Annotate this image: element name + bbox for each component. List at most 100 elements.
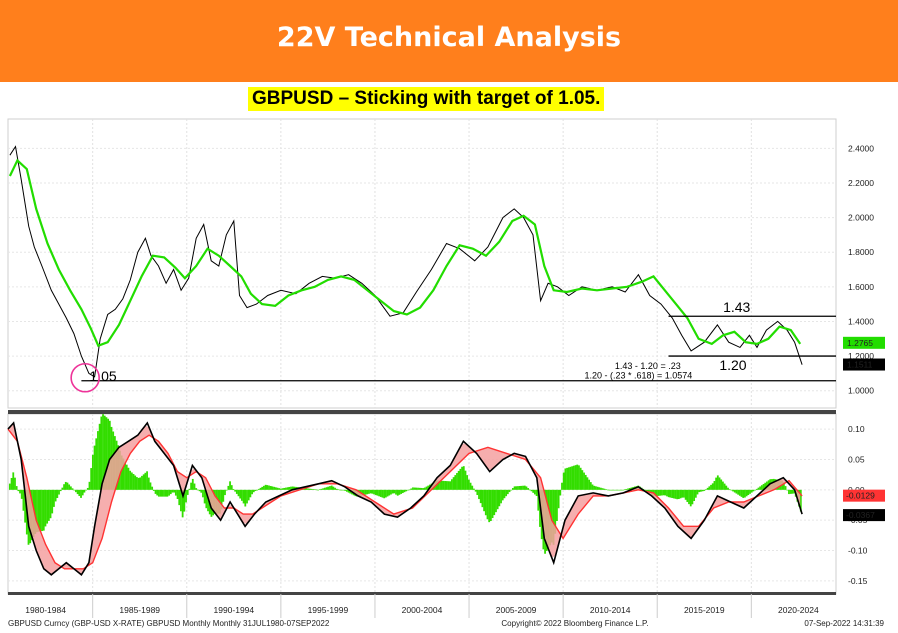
histogram-bar [486,489,489,520]
histogram-bar [596,486,599,490]
histogram-bar [591,484,594,490]
last-value-tag [843,358,885,371]
histogram-bar [686,489,689,502]
histogram-bar [488,489,491,523]
histogram-bar [195,488,198,490]
histogram-bar [420,487,423,490]
last-value-label: 1.1511 [847,360,873,370]
histogram-bar [759,486,762,490]
histogram-bar [506,489,509,495]
histogram-bar [620,489,623,491]
histogram-bar [337,489,340,491]
last-value-tag [843,489,885,502]
histogram-bar [413,487,416,490]
histogram-bar [323,487,326,490]
panel-separator [8,410,836,414]
histogram-bar [688,489,690,505]
histogram-bar [161,489,164,497]
histogram-bar [508,489,511,493]
histogram-bar [417,487,419,490]
oscillator-tick-label: -0.10 [848,546,868,556]
x-tick-label: 2020-2024 [778,605,819,615]
histogram-bar [344,489,347,491]
histogram-bar [503,489,506,499]
histogram-bar [247,489,250,501]
moving-average-line [8,158,802,348]
histogram-bar [484,489,487,516]
histogram-bar [589,482,592,490]
histogram-bar [708,486,711,490]
histogram-bar [327,486,330,490]
histogram-bar [713,481,716,490]
histogram-bar [97,431,99,490]
histogram-bar [744,489,746,498]
histogram-bar [784,486,787,490]
histogram-bar [88,481,91,490]
histogram-bar [400,489,403,494]
histogram-bar [256,489,259,491]
histogram-bar [229,481,231,490]
histogram-bar [281,488,284,490]
x-tick-label: 2000-2004 [402,605,443,615]
histogram-bar [325,487,328,490]
histogram-bar [674,489,677,499]
histogram-bar [83,489,86,493]
histogram-bar [628,488,631,490]
histogram-bar [684,489,687,500]
histogram-bar [139,477,142,490]
histogram-bar [720,479,723,490]
histogram-bar [566,467,568,490]
histogram-bar [518,486,521,490]
histogram-bar [103,415,106,490]
histogram-bar [677,489,680,500]
histogram-bar [322,488,325,490]
histogram-bar [723,483,726,490]
histogram-bar [495,489,497,513]
histogram-bar [149,482,152,490]
histogram-bar [318,489,321,490]
histogram-bar [454,475,457,490]
x-tick-label: 2005-2009 [496,605,537,615]
histogram-bar [261,486,264,490]
histogram-bar [405,489,408,492]
histogram-bar [107,418,110,490]
histogram-bar [80,489,82,498]
histogram-bar [19,489,21,494]
level-label: 1.05 [89,368,116,384]
histogram-bar [264,484,267,490]
histogram-bar [349,489,352,494]
histogram-bar [699,489,702,492]
histogram-bar [561,482,563,490]
last-value-tag [843,509,885,522]
histogram-bar [398,489,401,495]
histogram-bar [335,488,338,490]
histogram-bar [222,489,225,502]
histogram-bar [193,483,196,490]
histogram-bar [406,489,409,491]
axis-separator [8,592,836,595]
histogram-bar [696,489,699,495]
histogram-bar [654,489,657,497]
x-tick-label: 1985-1989 [119,605,160,615]
last-value-tag [843,336,885,349]
histogram-bar [534,489,536,495]
histogram-bar [732,489,734,492]
footer-copyright: Copyright© 2022 Bloomberg Finance L.P. [501,619,648,628]
histogram-bar [662,489,665,496]
histogram-bar [159,489,162,497]
histogram-bar [598,487,601,490]
histogram-bar [491,489,494,519]
histogram-bar [313,489,316,490]
histogram-bar [347,489,350,493]
histogram-bar [220,489,223,510]
histogram-bar [379,489,382,497]
histogram-bar [274,487,277,490]
histogram-bar [329,486,331,490]
last-value-label: -0.0367 [846,510,875,520]
histogram-bar [579,467,582,490]
histogram-bar [681,489,684,498]
histogram-bar [456,473,458,490]
histogram-bar [59,489,62,492]
histogram-bar [176,489,179,500]
histogram-bar [78,489,81,496]
